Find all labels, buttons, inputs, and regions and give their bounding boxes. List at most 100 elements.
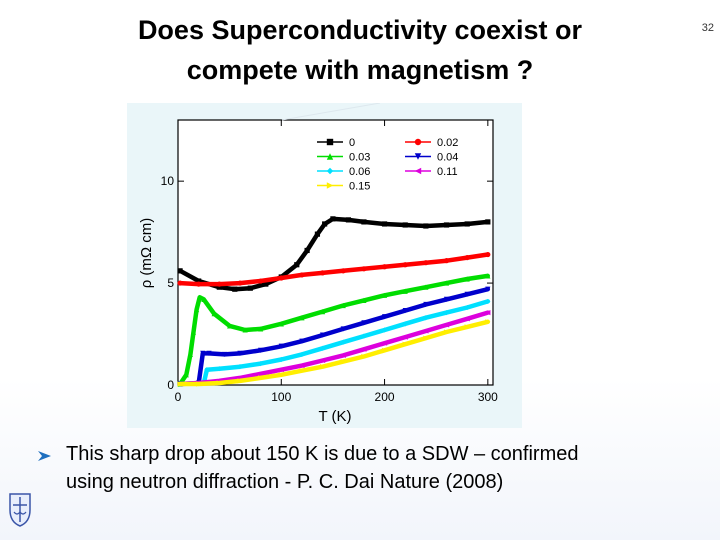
data-point — [485, 219, 491, 225]
data-point — [485, 251, 491, 258]
legend-entry: 0.04 — [405, 152, 458, 164]
data-point — [258, 375, 264, 381]
data-point — [464, 304, 470, 311]
chart-legend: 0 0.02 0.03 0.04 0.06 0.11 0.15 — [317, 137, 458, 193]
data-point — [423, 335, 429, 341]
x-tick-label: 100 — [271, 390, 291, 404]
y-tick-label: 0 — [167, 378, 174, 392]
data-point — [319, 364, 326, 370]
data-point — [423, 223, 429, 229]
legend-marker — [326, 182, 334, 189]
data-point — [190, 329, 197, 335]
data-point — [237, 364, 243, 370]
data-point — [464, 324, 470, 330]
data-point — [423, 328, 429, 334]
legend-marker — [414, 153, 422, 160]
data-point — [204, 367, 210, 373]
data-point — [278, 343, 284, 349]
data-point — [216, 284, 222, 290]
data-point — [258, 347, 264, 353]
data-point — [381, 221, 388, 227]
data-point — [381, 314, 388, 320]
data-point — [381, 340, 388, 346]
data-point — [464, 254, 470, 261]
data-point — [237, 378, 243, 384]
legend-marker — [326, 167, 334, 175]
data-point — [278, 356, 284, 363]
slide-title: Does Superconductivity coexist or compet… — [40, 10, 680, 90]
data-point — [299, 272, 305, 278]
data-point — [485, 310, 491, 316]
data-point — [237, 280, 243, 286]
legend-marker — [326, 138, 334, 146]
data-point — [443, 280, 450, 286]
data-point — [177, 268, 183, 274]
legend-label: 0.06 — [349, 166, 370, 178]
bullet-point: This sharp drop about 150 K is due to a … — [66, 440, 706, 496]
data-point — [361, 219, 367, 225]
data-point — [464, 291, 470, 297]
data-point — [443, 296, 450, 302]
data-point — [485, 319, 491, 325]
data-point — [294, 262, 300, 268]
data-point — [258, 360, 264, 367]
data-point — [258, 371, 264, 377]
series-0.06 — [177, 298, 491, 387]
data-point — [196, 381, 202, 387]
data-point — [232, 286, 238, 292]
data-point — [299, 338, 305, 344]
data-point — [227, 323, 233, 329]
x-tick-label: 300 — [478, 390, 498, 404]
data-point — [402, 307, 408, 314]
data-point — [443, 322, 450, 328]
data-point — [464, 316, 470, 322]
data-point — [443, 329, 450, 335]
data-point — [183, 372, 189, 378]
data-point — [177, 280, 183, 286]
data-point — [187, 351, 193, 358]
data-point — [361, 346, 367, 352]
data-point — [319, 357, 326, 364]
data-point — [299, 315, 305, 321]
data-point — [340, 352, 346, 359]
data-point — [278, 275, 284, 281]
data-point — [443, 222, 450, 228]
plot-area — [177, 103, 494, 386]
resistivity-figure: 0 100 200 300 0 5 10 0 0.02 0.03 0.04 0.06 0.11 0.15… — [127, 103, 522, 428]
data-point — [381, 347, 388, 353]
series-line — [177, 273, 491, 387]
data-point — [319, 332, 326, 338]
data-point — [402, 262, 408, 268]
data-point — [423, 260, 429, 266]
data-point — [340, 358, 346, 365]
data-point — [361, 266, 367, 272]
series-line — [177, 252, 491, 287]
data-point — [263, 281, 269, 287]
legend-entry: 0.06 — [317, 166, 370, 178]
legend-marker — [326, 153, 334, 160]
legend-entry: 0.02 — [405, 137, 458, 149]
legend-entry: 0.03 — [317, 152, 370, 164]
data-point — [381, 327, 388, 333]
x-tick-label: 200 — [375, 390, 395, 404]
data-point — [340, 326, 346, 332]
series-0.03 — [177, 273, 491, 387]
data-point — [330, 216, 336, 222]
data-point — [361, 353, 367, 360]
data-point — [402, 288, 408, 294]
x-axis-label: T (K) — [318, 408, 351, 425]
data-point — [216, 366, 222, 372]
data-point — [485, 273, 491, 279]
legend-label: 0.04 — [437, 152, 458, 164]
data-point — [237, 350, 243, 357]
data-point — [322, 221, 328, 227]
data-point — [247, 285, 253, 291]
data-point — [299, 368, 305, 374]
legend-label: 0.11 — [437, 166, 458, 178]
data-point — [216, 281, 222, 287]
data-point — [206, 350, 212, 357]
axis-ticks: 0 100 200 300 0 5 10 — [161, 120, 498, 404]
data-point — [402, 222, 408, 228]
data-point — [177, 381, 183, 387]
legend-entry: 0 — [317, 137, 355, 149]
